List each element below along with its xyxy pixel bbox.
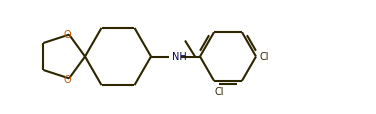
Text: Cl: Cl: [215, 86, 224, 96]
Text: O: O: [63, 29, 71, 39]
Text: Cl: Cl: [260, 52, 270, 62]
Text: O: O: [63, 75, 71, 85]
Text: NH: NH: [172, 52, 187, 62]
